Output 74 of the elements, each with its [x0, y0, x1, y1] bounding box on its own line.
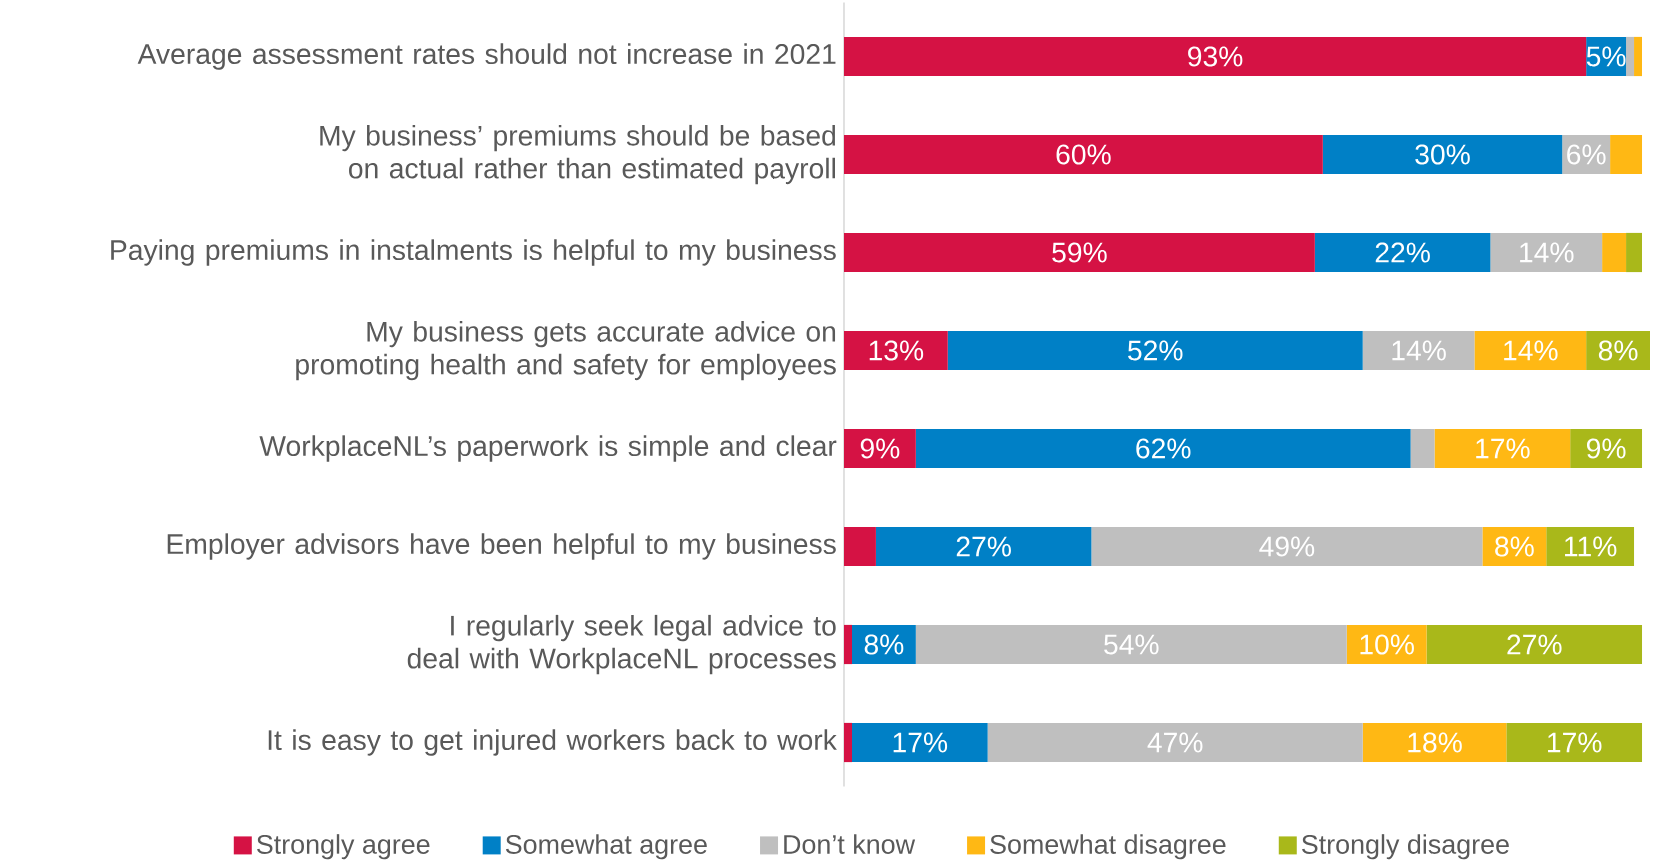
bar	[1426, 625, 1643, 665]
data-label: 47%	[1147, 732, 1203, 753]
bar	[1434, 429, 1571, 469]
bar	[947, 331, 1363, 371]
data-label: 17%	[1548, 732, 1602, 753]
bar	[844, 527, 876, 567]
bar	[987, 723, 1363, 763]
data-label: 5%	[1586, 46, 1626, 67]
data-label: 59%	[1052, 242, 1107, 263]
data-label: 10%	[1360, 634, 1414, 655]
bar	[844, 331, 948, 371]
bar	[844, 37, 1587, 77]
bar	[915, 625, 1347, 665]
bar	[1314, 233, 1491, 273]
data-label: 93%	[1188, 46, 1243, 67]
data-label: 9%	[860, 438, 900, 459]
data-label: 27%	[956, 536, 1011, 557]
bar	[844, 625, 852, 665]
data-label: 17%	[893, 732, 948, 753]
bar	[1570, 429, 1643, 469]
data-label: 27%	[1507, 634, 1562, 655]
bar	[1546, 527, 1635, 567]
bar	[844, 233, 1315, 273]
y-tick-label: I regularly seek legal advice to deal with WorkplaceNL processes	[407, 615, 836, 675]
y-tick-label: My business gets accurate advice on promoting health and safety for employees	[296, 321, 836, 381]
bar	[875, 527, 1092, 567]
data-label: 60%	[1056, 144, 1111, 165]
data-label: 18%	[1408, 732, 1462, 753]
data-label: 6%	[1567, 144, 1606, 165]
data-label: 30%	[1415, 144, 1470, 165]
data-label: 9%	[1586, 438, 1626, 459]
bar	[915, 429, 1411, 469]
bar	[844, 135, 1323, 175]
y-tick-label: It is easy to get injured workers back to work	[268, 729, 837, 756]
bar	[1362, 723, 1507, 763]
legend-label: Don’t know	[784, 834, 916, 855]
bar	[851, 723, 988, 763]
data-label: 13%	[869, 340, 924, 361]
bar	[1506, 723, 1643, 763]
bar	[844, 429, 916, 469]
data-label: 17%	[1476, 438, 1530, 459]
data-label: 14%	[1520, 242, 1574, 263]
bar	[1602, 233, 1627, 273]
bar	[1490, 233, 1603, 273]
data-label: 14%	[1392, 340, 1446, 361]
data-label: 8%	[1495, 536, 1534, 557]
y-tick-label: WorkplaceNL’s paperwork is simple and clear	[259, 435, 837, 462]
bar	[1410, 429, 1435, 469]
bar	[1634, 37, 1643, 77]
bar	[1091, 527, 1483, 567]
bar	[1626, 233, 1643, 273]
y-tick-label: My business’ premiums should be based on actual rather than estimated payroll	[320, 125, 836, 185]
data-label: 14%	[1504, 340, 1558, 361]
data-label: 54%	[1104, 634, 1159, 655]
legend-label: Somewhat disagree	[990, 834, 1226, 860]
data-label: 62%	[1136, 438, 1191, 459]
bar	[844, 723, 852, 763]
legend-label: Strongly disagree	[1301, 834, 1509, 860]
legend-label: Strongly agree	[256, 834, 430, 860]
bar	[1362, 331, 1475, 371]
data-label: 22%	[1375, 242, 1430, 263]
y-tick-label: Paying premiums in instalments is helpful to my business	[111, 239, 836, 266]
bar	[1610, 135, 1643, 175]
data-label: 8%	[864, 634, 904, 655]
bar	[1626, 37, 1635, 77]
legend-label: Somewhat agree	[505, 834, 707, 860]
data-label: 11%	[1565, 536, 1617, 557]
bar	[1474, 331, 1587, 371]
data-label: 49%	[1259, 536, 1315, 557]
data-label: 52%	[1128, 340, 1183, 361]
bar	[1322, 135, 1563, 175]
data-label: 8%	[1598, 340, 1638, 361]
y-tick-label: Average assessment rates should not increase in 2021	[137, 43, 836, 70]
y-tick-label: Employer advisors have been helpful to my business	[167, 533, 836, 560]
